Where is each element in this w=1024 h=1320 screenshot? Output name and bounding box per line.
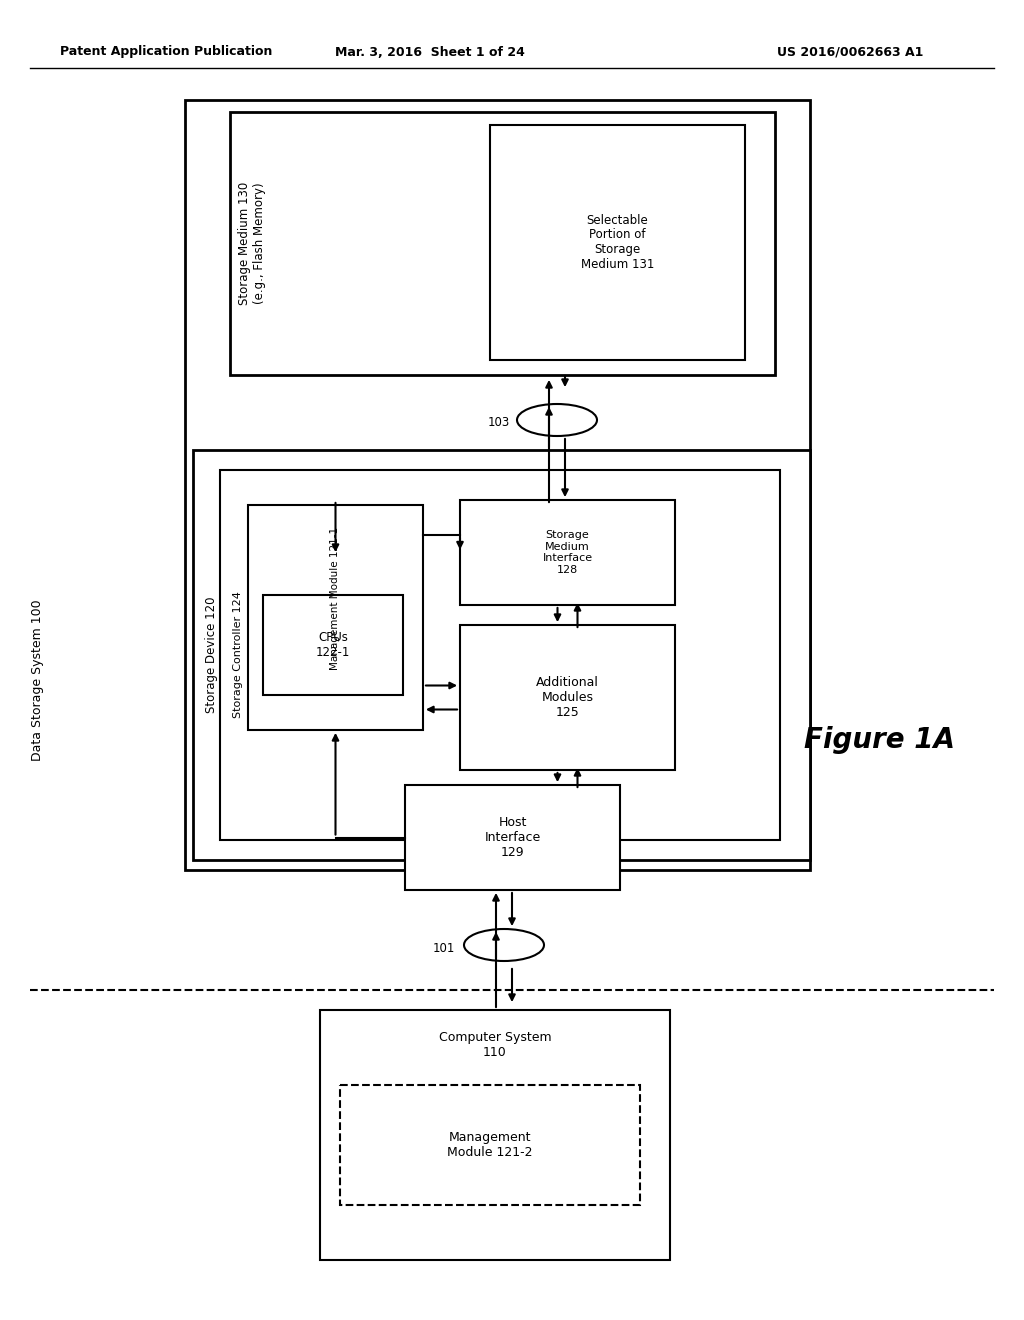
Text: 103: 103 <box>487 417 510 429</box>
Text: Data Storage System 100: Data Storage System 100 <box>32 599 44 760</box>
Text: Figure 1A: Figure 1A <box>805 726 955 754</box>
Bar <box>230 112 775 375</box>
Text: Selectable
Portion of
Storage
Medium 131: Selectable Portion of Storage Medium 131 <box>581 214 654 272</box>
Text: Storage
Medium
Interface
128: Storage Medium Interface 128 <box>543 531 593 576</box>
Text: Host
Interface
129: Host Interface 129 <box>484 816 541 859</box>
Bar <box>490 125 745 360</box>
Bar <box>319 1010 670 1261</box>
Ellipse shape <box>464 929 544 961</box>
Bar <box>460 500 675 605</box>
Bar <box>220 470 780 840</box>
Text: Storage Controller 124: Storage Controller 124 <box>233 591 243 718</box>
Bar <box>185 100 810 870</box>
Text: US 2016/0062663 A1: US 2016/0062663 A1 <box>777 45 924 58</box>
Bar <box>460 624 675 770</box>
Text: Storage Device 120: Storage Device 120 <box>205 597 217 713</box>
Text: Patent Application Publication: Patent Application Publication <box>60 45 272 58</box>
Text: Management Module 121-1: Management Module 121-1 <box>331 527 341 671</box>
Bar <box>263 595 403 696</box>
Bar <box>340 1085 640 1205</box>
Text: Additional
Modules
125: Additional Modules 125 <box>536 676 599 719</box>
Bar <box>193 450 810 861</box>
Text: Management
Module 121-2: Management Module 121-2 <box>447 1131 532 1159</box>
Text: Computer System
110: Computer System 110 <box>438 1031 551 1059</box>
Text: Mar. 3, 2016  Sheet 1 of 24: Mar. 3, 2016 Sheet 1 of 24 <box>335 45 525 58</box>
Text: Storage Medium 130
(e.g., Flash Memory): Storage Medium 130 (e.g., Flash Memory) <box>238 182 266 305</box>
Text: 101: 101 <box>433 941 456 954</box>
Bar <box>248 506 423 730</box>
Text: CPUs
122-1: CPUs 122-1 <box>315 631 350 659</box>
Bar <box>406 785 620 890</box>
Ellipse shape <box>517 404 597 436</box>
